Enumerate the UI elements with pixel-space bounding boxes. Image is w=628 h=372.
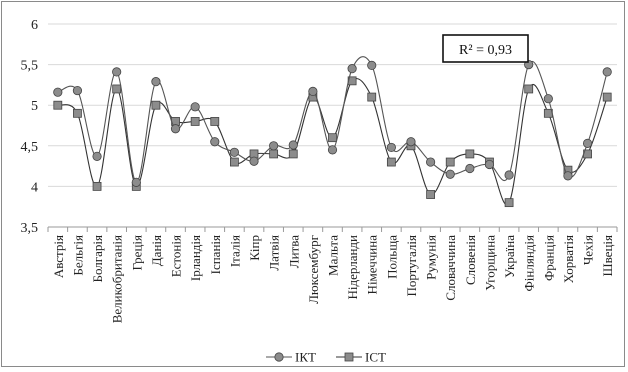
x-tick-label: Ірландія: [188, 235, 203, 281]
data-point: [190, 117, 200, 126]
data-point: [367, 60, 377, 71]
x-tick-label: Румунія: [424, 235, 439, 280]
x-tick-label: Мальта: [326, 235, 341, 276]
gridlines: [48, 23, 617, 228]
y-tick-label: 6: [31, 18, 38, 33]
data-point: [131, 177, 141, 187]
data-point: [53, 100, 63, 110]
data-point: [72, 85, 83, 96]
r-squared-annotation: R² = 0,93: [442, 34, 529, 63]
x-tick-label: Латвія: [267, 235, 282, 271]
data-point: [504, 198, 514, 208]
x-tick-label: Данія: [149, 235, 164, 266]
legend-label: ІКТ: [295, 350, 316, 365]
data-point: [602, 67, 612, 77]
x-tick-label: Угорщина: [482, 235, 497, 291]
x-tick-label: Нідерланди: [345, 235, 360, 300]
data-point: [92, 181, 102, 191]
data-point: [465, 149, 475, 159]
x-tick-label: Болгарія: [90, 235, 105, 282]
series-ikt: [53, 56, 612, 187]
data-point: [406, 137, 416, 147]
data-point: [269, 141, 279, 151]
x-tick-label: Литва: [286, 235, 301, 268]
chart-frame: 3,5 4 4,5 5 5,5 6 Австрія Бельгія Болгарія Велико…: [1, 1, 625, 367]
data-point: [170, 124, 181, 134]
x-tick-label: Швеція: [600, 235, 615, 277]
x-tick-label: Хорватія: [561, 235, 576, 283]
x-tick-label: Словаччина: [443, 235, 458, 301]
data-point: [465, 163, 475, 174]
data-point: [563, 171, 573, 181]
data-point: [151, 100, 161, 110]
x-tick-label: Іспанія: [208, 235, 223, 274]
data-point: [504, 170, 514, 180]
x-tick-label: Чехія: [581, 235, 596, 265]
data-point: [249, 156, 259, 166]
series-line: [57, 56, 608, 183]
legend-marker: [344, 352, 354, 362]
data-point: [269, 149, 279, 159]
data-point: [426, 190, 436, 199]
x-tick-label: Італія: [227, 235, 242, 267]
data-point: [288, 149, 298, 159]
legend-item: ІКТ: [266, 350, 316, 365]
x-tick-label: Україна: [502, 235, 517, 278]
y-tick-label: 3,5: [21, 221, 39, 236]
data-point: [288, 140, 298, 150]
x-tick-label: Великобританія: [110, 235, 125, 323]
data-point: [151, 77, 161, 87]
x-tick-label: Німеччина: [365, 235, 380, 295]
x-tick-label: Кіпр: [247, 235, 262, 261]
x-tick-label: Люксембург: [306, 235, 321, 304]
data-point: [347, 64, 357, 74]
x-tick-label: Австрія: [51, 235, 66, 278]
annotation-box: [442, 34, 529, 63]
series-ist: [53, 76, 612, 208]
legend-item: ІСТ: [336, 350, 386, 365]
data-point: [367, 92, 377, 102]
data-point: [524, 84, 534, 94]
data-point: [53, 87, 63, 97]
data-point: [210, 137, 220, 147]
data-point: [210, 117, 220, 126]
x-tick-label: Словенія: [463, 235, 478, 285]
data-point: [445, 169, 455, 179]
legend: ІКТ ІСТ: [266, 350, 386, 365]
data-point: [602, 92, 612, 102]
data-point: [386, 142, 396, 153]
data-point: [543, 94, 553, 104]
data-point: [190, 102, 200, 112]
data-point: [426, 157, 436, 167]
legend-marker: [274, 352, 284, 362]
data-point: [582, 138, 593, 148]
data-point: [328, 133, 337, 143]
data-point: [92, 151, 102, 161]
data-point: [229, 147, 239, 157]
data-point: [112, 67, 122, 77]
data-point: [484, 159, 495, 170]
x-tick-label: Польща: [384, 235, 399, 279]
y-tick-label: 4: [31, 180, 38, 195]
data-point: [386, 157, 396, 167]
data-point: [308, 86, 318, 96]
data-point: [327, 145, 338, 155]
data-point: [112, 84, 122, 94]
x-tick-label: Фінляндія: [522, 235, 537, 291]
annotation-text: R² = 0,93: [459, 43, 512, 58]
x-tick-label: Португалія: [404, 235, 419, 297]
data-point: [445, 157, 455, 167]
x-tick-label: Греція: [129, 235, 144, 271]
data-point: [229, 157, 239, 167]
x-tick-label: Франція: [541, 235, 556, 281]
data-point: [73, 108, 82, 118]
x-tick-label: Бельгія: [70, 235, 85, 276]
y-tick-label: 5,5: [21, 59, 39, 74]
x-tick-label: Естонія: [169, 235, 184, 277]
legend-label: ІСТ: [365, 350, 386, 365]
y-tick-label: 4,5: [21, 140, 39, 155]
y-tick-label: 5: [31, 99, 38, 114]
